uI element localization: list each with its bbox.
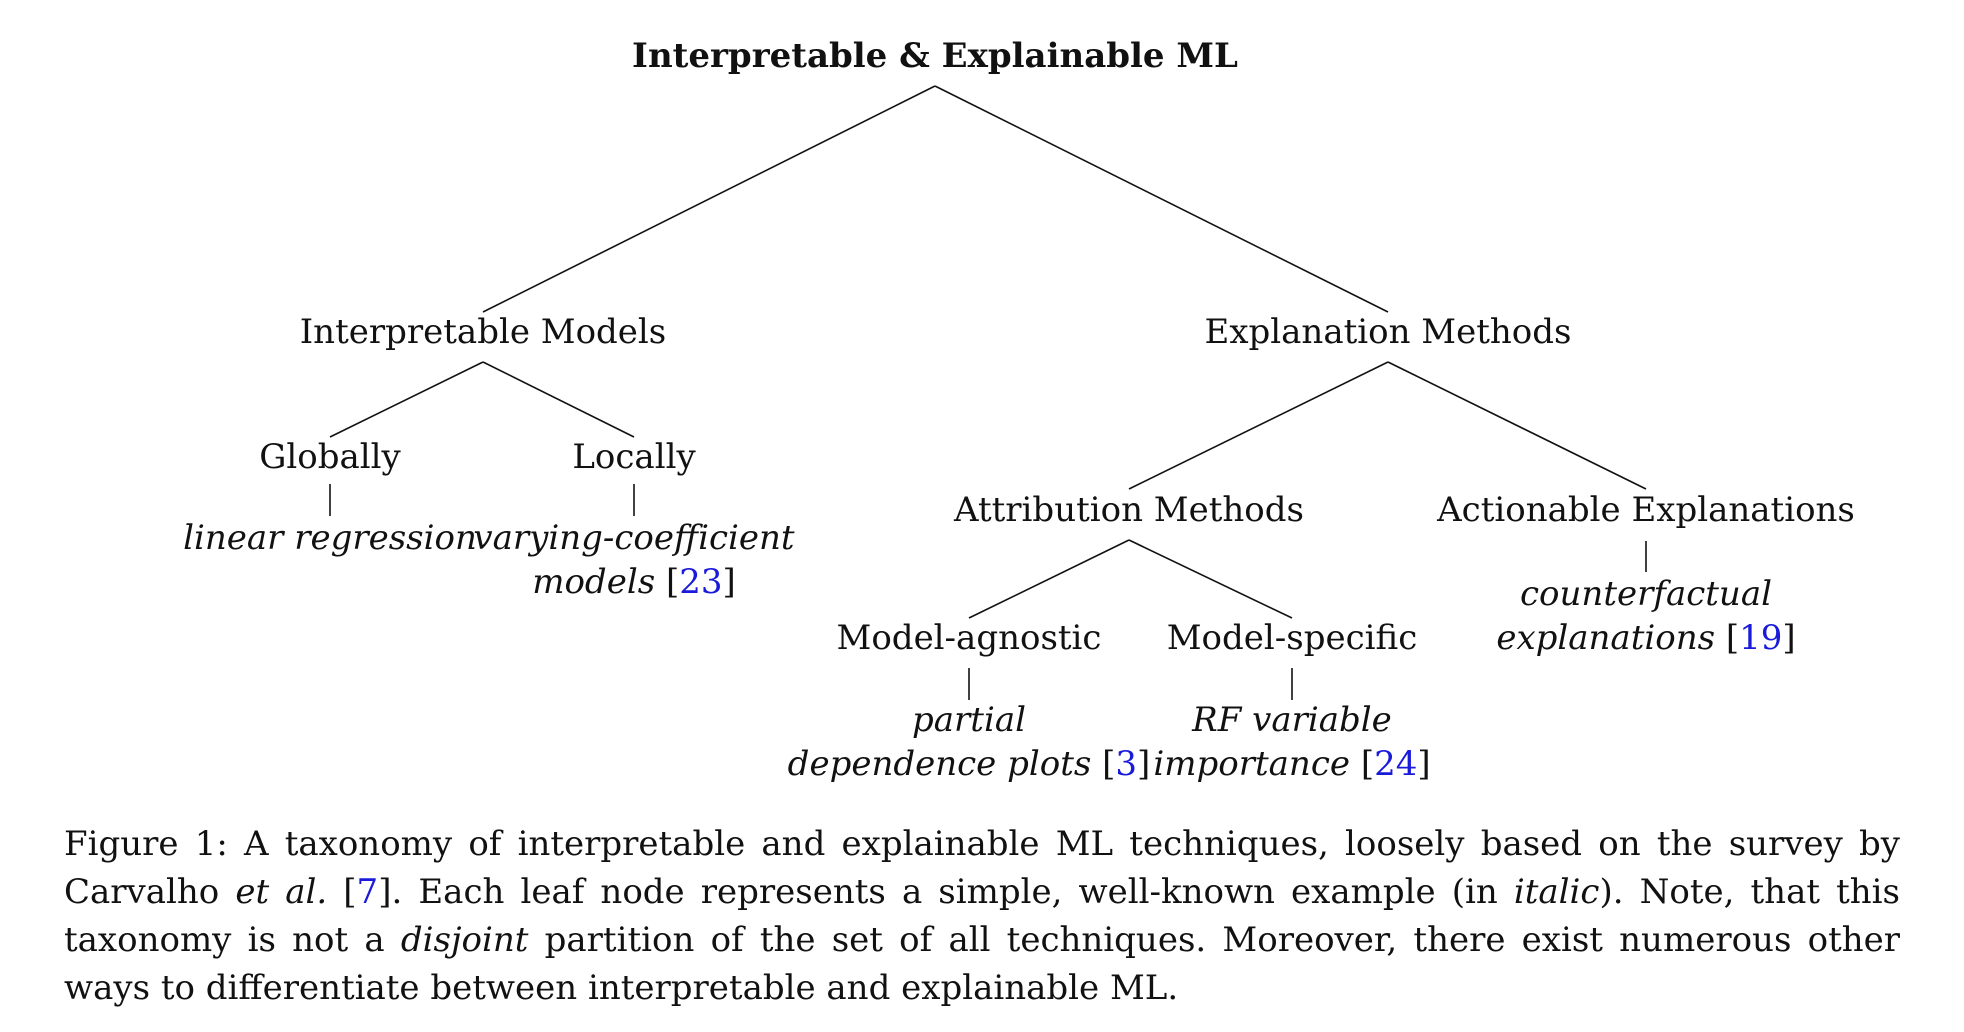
node-locally: Locally [572, 437, 696, 477]
figure-caption: Figure 1: A taxonomy of interpretable an… [64, 820, 1900, 1012]
taxonomy-tree: Interpretable & Explainable ML Interpret… [183, 36, 1855, 786]
edge-root-interpretable [482, 85, 936, 313]
caption-citation: [7] [343, 872, 392, 912]
node-globally: Globally [259, 437, 401, 477]
citation-3[interactable]: 3 [1115, 744, 1138, 784]
caption-italic-word: italic [1513, 872, 1600, 912]
leaf-varying-coefficient-line2: models [23] [532, 562, 736, 602]
leaf-varying-coefficient-line1: varying-coefficient [473, 518, 795, 558]
leaf-rf-importance: RF variable importance [24] [1153, 698, 1430, 786]
leaf-counterfactual-line2: explanations [19] [1496, 618, 1796, 658]
caption-part2: . Each leaf node represents a simple, we… [391, 872, 1498, 912]
edge-root-explanation [934, 85, 1389, 313]
leaf-partial-dependence-line2: dependence plots [3] [787, 744, 1151, 784]
leaf-linear-regression: linear regression [183, 518, 477, 558]
node-root: Interpretable & Explainable ML [632, 36, 1238, 76]
edge-explanation-actionable [1387, 361, 1647, 490]
node-attribution-methods: Attribution Methods [954, 490, 1304, 530]
node-actionable-explanations: Actionable Explanations [1437, 490, 1855, 530]
citation-24[interactable]: 24 [1374, 744, 1418, 784]
node-interpretable-models: Interpretable Models [299, 312, 667, 352]
leaf-partial-dependence-line1: partial [912, 700, 1026, 740]
leaf-rf-importance-line2: importance [24] [1153, 744, 1431, 784]
citation-19[interactable]: 19 [1739, 618, 1783, 658]
caption-etal: et al. [235, 872, 328, 912]
caption-part4: partition of the set of all techniques. … [64, 920, 1901, 1008]
tree-edges [329, 85, 1647, 700]
caption-part3: ). Note, that this taxonomy is not a [64, 872, 1900, 960]
node-model-agnostic: Model-agnostic [836, 618, 1102, 658]
edge-interpretable-locally [482, 361, 635, 438]
edge-attribution-agnostic [968, 539, 1130, 619]
caption-disjoint: disjoint [400, 920, 529, 960]
caption-label: Figure 1: [64, 824, 228, 864]
node-model-specific: Model-specific [1166, 618, 1418, 658]
leaf-varying-coefficient: varying-coefficient models [23] [473, 516, 794, 604]
caption-part1: A taxonomy of interpretable and explaina… [64, 824, 1900, 912]
leaf-rf-importance-line1: RF variable [1192, 700, 1392, 740]
leaf-counterfactual: counterfactual explanations [19] [1496, 572, 1795, 660]
node-explanation-methods: Explanation Methods [1204, 312, 1572, 352]
leaf-partial-dependence: partial dependence plots [3] [788, 698, 1151, 786]
edge-interpretable-globally [329, 361, 484, 438]
citation-7[interactable]: 7 [356, 872, 379, 912]
citation-23[interactable]: 23 [679, 562, 723, 602]
edge-explanation-attribution [1128, 361, 1389, 490]
edge-attribution-specific [1128, 539, 1293, 619]
leaf-counterfactual-line1: counterfactual [1520, 574, 1772, 614]
